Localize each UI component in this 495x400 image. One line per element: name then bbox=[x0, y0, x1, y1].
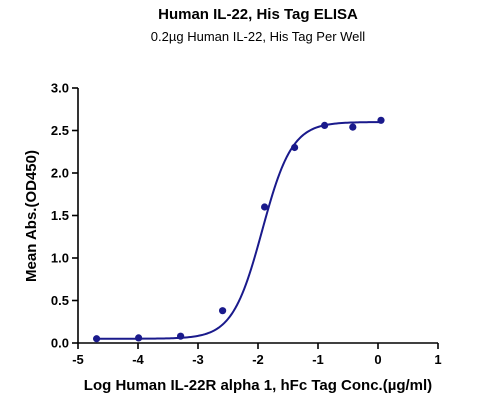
y-axis: 0.0 0.5 1.0 1.5 2.0 2.5 3.0 bbox=[51, 81, 79, 351]
y-tick-label: 1.5 bbox=[51, 208, 69, 223]
y-tick-label: 2.0 bbox=[51, 166, 69, 181]
y-tick-label: 2.5 bbox=[51, 123, 69, 138]
y-tick-label: 0.5 bbox=[51, 293, 69, 308]
data-point bbox=[321, 121, 329, 129]
fit-curve bbox=[96, 121, 382, 340]
x-tick-label: -3 bbox=[192, 352, 204, 367]
y-axis-label: Mean Abs.(OD450) bbox=[23, 150, 40, 282]
data-point bbox=[135, 334, 143, 342]
plot-area bbox=[93, 116, 385, 343]
chart-title: Human IL-22, His Tag ELISA bbox=[158, 6, 358, 23]
y-tick-label: 1.0 bbox=[51, 251, 69, 266]
x-tick-label: -5 bbox=[72, 352, 84, 367]
data-point bbox=[261, 203, 269, 211]
data-point bbox=[291, 143, 299, 152]
x-tick-label: -1 bbox=[312, 352, 324, 367]
x-tick-label: -4 bbox=[132, 352, 144, 367]
data-point bbox=[377, 116, 385, 124]
data-point bbox=[349, 123, 357, 131]
y-tick-label: 3.0 bbox=[51, 81, 69, 96]
x-tick-label: 0 bbox=[374, 352, 381, 367]
x-axis: -5 -4 -3 -2 -1 0 1 bbox=[72, 342, 442, 367]
chart-subtitle: 0.2µg Human IL-22, His Tag Per Well bbox=[151, 29, 365, 44]
y-tick-label: 0.0 bbox=[51, 336, 69, 351]
x-tick-label: -2 bbox=[252, 352, 264, 367]
data-point bbox=[177, 332, 185, 340]
data-point bbox=[219, 307, 227, 315]
x-axis-label: Log Human IL-22R alpha 1, hFc Tag Conc.(… bbox=[84, 377, 432, 394]
x-tick-label: 1 bbox=[434, 352, 441, 367]
data-point bbox=[93, 335, 101, 343]
